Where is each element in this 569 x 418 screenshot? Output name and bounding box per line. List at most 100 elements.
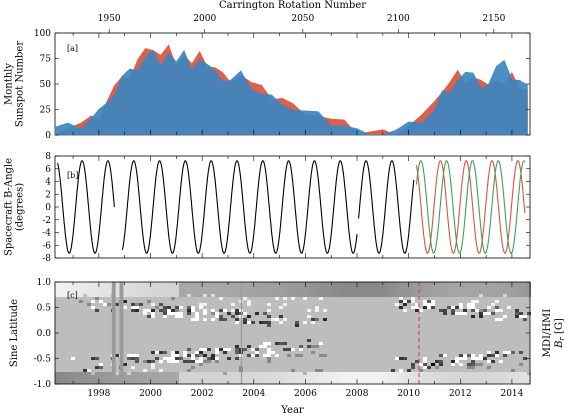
heatmap-cell: [115, 285, 119, 288]
heatmap-cell: [311, 294, 315, 297]
heatmap-cell: [291, 285, 295, 288]
heatmap-cell: [483, 357, 487, 360]
heatmap-cell: [379, 375, 383, 378]
heatmap-cell: [347, 285, 351, 288]
heatmap-cell: [391, 372, 395, 375]
heatmap-cell: [67, 288, 71, 291]
heatmap-cell: [503, 315, 507, 318]
heatmap-cell: [363, 291, 367, 294]
heatmap-cell: [139, 375, 143, 378]
heatmap-cell: [451, 291, 455, 294]
heatmap-cell: [335, 282, 339, 285]
heatmap-cell: [479, 378, 483, 381]
heatmap-cell: [379, 372, 383, 375]
heatmap-cell: [375, 381, 379, 384]
heatmap-cell: [151, 378, 155, 381]
heatmap-cell: [519, 285, 523, 288]
heatmap-cell: [367, 291, 371, 294]
heatmap-cell: [55, 291, 59, 294]
heatmap-cell: [103, 294, 107, 297]
heatmap-cell: [451, 306, 455, 309]
heatmap-cell: [387, 282, 391, 285]
heatmap-cell: [359, 291, 363, 294]
heatmap-cell: [363, 294, 367, 297]
heatmap-cell: [231, 282, 235, 285]
heatmap-cell: [91, 378, 95, 381]
heatmap-cell: [395, 357, 399, 360]
heatmap-cell: [395, 294, 399, 297]
heatmap-cell: [295, 354, 299, 357]
heatmap-cell: [163, 375, 167, 378]
heatmap-cell: [347, 282, 351, 285]
heatmap-cell: [255, 288, 259, 291]
heatmap-cell: [499, 294, 503, 297]
heatmap-cell: [195, 312, 199, 315]
heatmap-cell: [367, 285, 371, 288]
heatmap-cell: [175, 309, 179, 312]
heatmap-cell: [267, 348, 271, 351]
heatmap-cell: [135, 291, 139, 294]
heatmap-cell: [459, 303, 463, 306]
heatmap-cell: [459, 306, 463, 309]
heatmap-cell: [415, 372, 419, 375]
heatmap-cell: [371, 285, 375, 288]
heatmap-cell: [203, 291, 207, 294]
heatmap-cell: [175, 312, 179, 315]
heatmap-cell: [151, 309, 155, 312]
heatmap-cell: [291, 378, 295, 381]
heatmap-cell: [307, 282, 311, 285]
heatmap-cell: [423, 285, 427, 288]
heatmap-cell: [275, 318, 279, 321]
heatmap-cell: [499, 291, 503, 294]
heatmap-cell: [467, 366, 471, 369]
heatmap-cell: [495, 354, 499, 357]
heatmap-cell: [171, 294, 175, 297]
heatmap-cell: [155, 288, 159, 291]
heatmap-cell: [171, 285, 175, 288]
heatmap-cell: [55, 381, 59, 384]
heatmap-cell: [203, 378, 207, 381]
heatmap-cell: [479, 291, 483, 294]
heatmap-cell: [343, 285, 347, 288]
heatmap-cell: [523, 288, 527, 291]
heatmap-cell: [407, 288, 411, 291]
heatmap-cell: [263, 282, 267, 285]
heatmap-cell: [127, 357, 131, 360]
heatmap-cell: [267, 291, 271, 294]
heatmap-cell: [471, 366, 475, 369]
heatmap-cell: [235, 321, 239, 324]
heatmap-cell: [351, 288, 355, 291]
heatmap-cell: [195, 318, 199, 321]
heatmap-cell: [199, 288, 203, 291]
heatmap-cell: [235, 291, 239, 294]
heatmap-cell: [411, 291, 415, 294]
heatmap-cell: [195, 375, 199, 378]
heatmap-cell: [399, 300, 403, 303]
heatmap-cell: [199, 348, 203, 351]
heatmap-cell: [231, 303, 235, 306]
heatmap-cell: [211, 288, 215, 291]
heatmap-cell: [187, 312, 191, 315]
heatmap-cell: [455, 372, 459, 375]
heatmap-cell: [99, 291, 103, 294]
heatmap-cell: [115, 372, 119, 375]
heatmap-cell: [207, 348, 211, 351]
heatmap-cell: [135, 282, 139, 285]
top-tick-label: 2100: [387, 14, 410, 24]
heatmap-cell: [255, 282, 259, 285]
heatmap-cell: [187, 348, 191, 351]
heatmap-cell: [135, 375, 139, 378]
heatmap-cell: [167, 291, 171, 294]
heatmap-cell: [375, 291, 379, 294]
heatmap-cell: [187, 285, 191, 288]
heatmap-cell: [427, 285, 431, 288]
heatmap-cell: [135, 288, 139, 291]
heatmap-cell: [203, 375, 207, 378]
heatmap-cell: [171, 378, 175, 381]
heatmap-cell: [295, 288, 299, 291]
heatmap-cell: [323, 288, 327, 291]
heatmap-cell: [503, 294, 507, 297]
heatmap-cell: [127, 291, 131, 294]
heatmap-cell: [419, 381, 423, 384]
heatmap-cell: [479, 294, 483, 297]
